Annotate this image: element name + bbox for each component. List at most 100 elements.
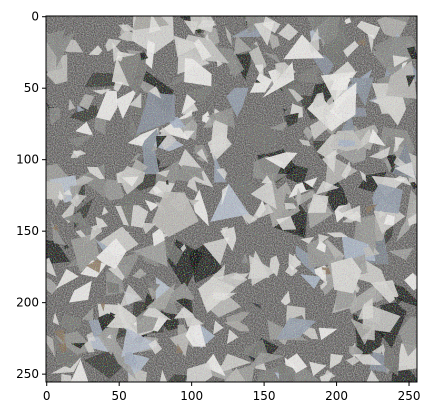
highlight-flake [156,169,170,178]
paper-shred [68,98,76,111]
highlight-flake [197,19,215,33]
paper-shred [132,240,168,267]
crevice [97,313,116,332]
highlight-flake [298,139,311,147]
highlight-flake [356,20,381,40]
highlight-flake [343,40,359,58]
paper-shred [141,128,159,156]
paper-shred [316,240,326,253]
highlight-flake [70,194,87,208]
y-tick-label: 150 [16,224,39,238]
paper-shred [297,370,321,382]
crevice [57,343,67,354]
paper-shred [46,334,56,357]
highlight-flake [118,24,135,32]
highlight-flake [148,86,162,99]
highlight-flake [86,332,96,342]
paper-shred [250,73,273,93]
crevice [176,298,194,314]
paper-shred [49,175,79,203]
crevice [299,228,304,235]
paper-shred [299,274,322,289]
highlight-flake [220,226,237,252]
highlight-flake [381,345,385,357]
plot-frame [45,15,418,383]
paper-shred [59,314,82,333]
highlight-flake [115,55,123,62]
paper-shred [96,238,127,269]
highlight-flake [287,88,304,102]
shadow-gap [69,105,100,123]
paper-shred [70,359,89,382]
paper-shred [385,60,417,99]
paper-shred [144,199,159,212]
paper-shred [115,87,139,119]
highlight-flake [90,225,103,241]
paper-shred [56,31,76,68]
crevice [140,52,149,61]
paper-shred [269,255,280,277]
paper-shred [307,237,338,269]
paper-shred [173,165,206,182]
highlight-flake [62,189,73,196]
highlight-flake [338,205,361,223]
highlight-flake [216,272,248,290]
crevice [356,38,366,47]
paper-shred [87,166,105,180]
highlight-flake [58,190,64,201]
highlight-flake [320,280,328,290]
crevice [70,342,86,349]
paper-shred [404,272,417,291]
x-tick-label: 150 [253,389,276,403]
highlight-flake [216,60,223,68]
crevice [108,312,116,320]
highlight-flake [254,64,264,80]
paper-shred [277,361,297,382]
paper-shred [241,252,249,263]
y-tick-label: 0 [31,10,39,24]
y-tick-label: 50 [24,81,39,95]
crevice [406,46,417,60]
highlight-flake [321,369,336,382]
paper-shred [250,179,277,210]
highlight-flake [366,369,380,382]
paper-shred [203,353,226,377]
paper-shred [296,187,302,209]
crevice [393,296,404,305]
paper-shred [159,127,177,150]
paper-shred [92,88,112,95]
highlight-flake [72,150,87,157]
crevice [53,329,65,344]
highlight-flake [180,243,187,253]
x-tick-label: 200 [325,389,348,403]
paper-shred [287,353,308,374]
paper-shred [361,325,375,341]
paper-shred [155,277,175,301]
highlight-flake [278,23,299,41]
highlight-flake [183,130,195,139]
paper-shred [79,94,95,110]
highlight-flake [393,137,401,153]
highlight-flake [350,280,360,293]
y-tick-label: 250 [16,367,39,381]
highlight-flake [213,320,224,335]
paper-shred [51,220,66,245]
paper-shred [49,107,60,125]
crevice [284,112,299,128]
paper-shred [298,64,319,84]
paper-shred [120,192,134,230]
highlight-flake [141,222,157,235]
paper-shred [237,121,279,152]
paper-shred [245,220,264,240]
highlight-flake [148,16,161,34]
highlight-flake [394,175,411,186]
paper-shred [46,29,66,58]
paper-shred [46,257,57,277]
paper-shred [186,362,213,382]
highlight-flake [392,55,410,68]
highlight-flake [221,226,229,234]
x-tick-label: 100 [180,389,203,403]
paper-shred [206,107,235,129]
paper-shred [187,170,198,193]
highlight-flake [308,27,320,53]
